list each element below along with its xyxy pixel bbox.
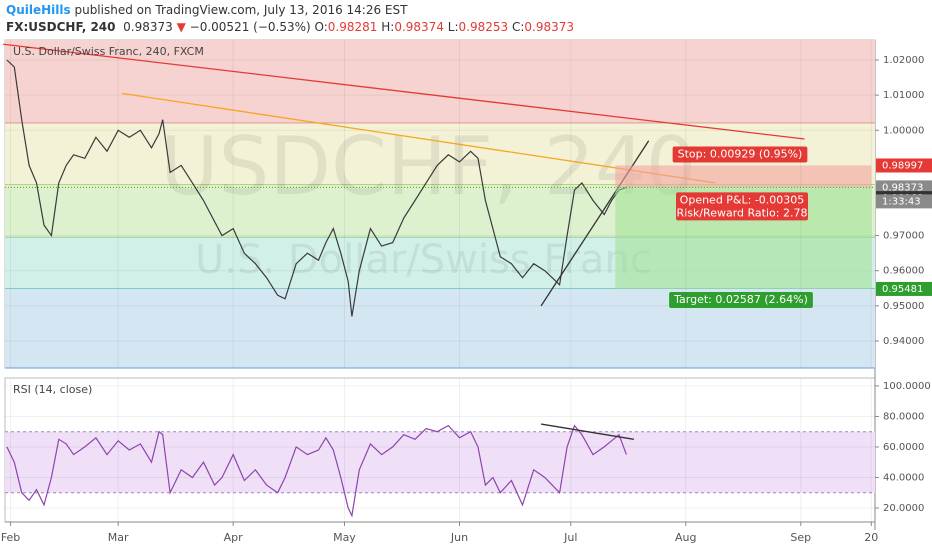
pnl-label: Opened P&L: -0.00305	[680, 193, 805, 206]
published: published on TradingView.com, July 13, 2…	[74, 3, 408, 17]
y-tick-label: 0.95000	[883, 301, 924, 312]
rsi-band	[5, 431, 875, 493]
zone	[5, 40, 875, 124]
y-tick-label: 100.0000	[883, 381, 931, 392]
ohlc-key: O:	[314, 20, 328, 34]
change: −0.00521 (−0.53%)	[189, 20, 311, 34]
ohlc-value: 0.98281	[327, 20, 378, 34]
y-tick-label: 0.94000	[883, 336, 924, 347]
y-tick-label: 1.01000	[883, 90, 924, 101]
author[interactable]: QuileHills	[6, 3, 71, 17]
target-label-text: Target: 0.02587 (2.64%)	[673, 293, 808, 306]
ohlc: O:0.98281 H:0.98374 L:0.98253 C:0.98373	[315, 20, 575, 34]
x-tick-label: 20	[864, 531, 878, 544]
header-line-2: FX:USDCHF, 240 0.98373 ▼ −0.00521 (−0.53…	[6, 19, 574, 36]
header-line-1: QuileHills published on TradingView.com,…	[6, 2, 574, 19]
price-marker	[876, 180, 932, 195]
watermark: U.S. Dollar/Swiss Franc	[195, 237, 652, 283]
ohlc-value: 0.98253	[458, 20, 509, 34]
ohlc-key: H:	[381, 20, 395, 34]
ohlc-key: L:	[447, 20, 459, 34]
target-label: Target: 0.02587 (2.64%)	[669, 291, 813, 308]
y-tick-label: 0.96000	[883, 266, 924, 277]
x-tick-label: Feb	[1, 531, 20, 544]
price-marker-label: 0.95481	[882, 284, 923, 295]
x-tick-label: Sep	[790, 531, 811, 544]
rr-label: Risk/Reward Ratio: 2.78	[677, 206, 808, 219]
ohlc-key: C:	[511, 20, 525, 34]
y-tick-label: 20.0000	[883, 503, 924, 514]
y-tick-label: 80.0000	[883, 411, 924, 422]
ohlc-value: 0.98374	[394, 20, 444, 34]
y-tick-label: 40.0000	[883, 472, 924, 483]
countdown-bg	[876, 194, 932, 209]
pane-title: RSI (14, close)	[13, 383, 92, 396]
x-tick-label: Mar	[108, 531, 129, 544]
x-tick-label: Jun	[450, 531, 468, 544]
countdown: 1:33:43	[882, 196, 921, 207]
last: 0.98373	[123, 20, 173, 34]
pane-title: U.S. Dollar/Swiss Franc, 240, FXCM	[13, 45, 204, 58]
stop-zone	[615, 165, 872, 188]
stop-label: Stop: 0.00929 (0.95%)	[672, 146, 808, 163]
x-tick-label: Aug	[675, 531, 696, 544]
price-marker	[876, 281, 932, 296]
trendline	[540, 423, 634, 440]
stop-label-bg	[672, 146, 808, 163]
symbol: FX:USDCHF, 240	[6, 20, 116, 34]
trendline	[3, 43, 805, 140]
x-tick-label: Jul	[563, 531, 577, 544]
y-tick-label: 60.0000	[883, 442, 924, 453]
y-tick-label: 0.97000	[883, 231, 924, 242]
pnl-bg	[676, 192, 808, 221]
price-marker-label: 0.98373	[882, 182, 923, 193]
y-tick-label: 1.02000	[883, 55, 924, 66]
series-line	[6, 424, 627, 518]
x-tick-label: Apr	[224, 531, 244, 544]
series-line	[6, 59, 627, 317]
header: QuileHills published on TradingView.com,…	[6, 2, 574, 36]
arrow: ▼	[176, 20, 186, 34]
stop-label-text: Stop: 0.00929 (0.95%)	[678, 147, 803, 160]
price-marker	[876, 158, 932, 173]
x-tick-label: May	[333, 531, 356, 544]
ohlc-value: 0.98373	[524, 20, 575, 34]
price-marker-label: 0.98997	[882, 160, 923, 171]
y-tick-label: 1.00000	[883, 125, 924, 136]
target-label-bg	[669, 291, 813, 308]
